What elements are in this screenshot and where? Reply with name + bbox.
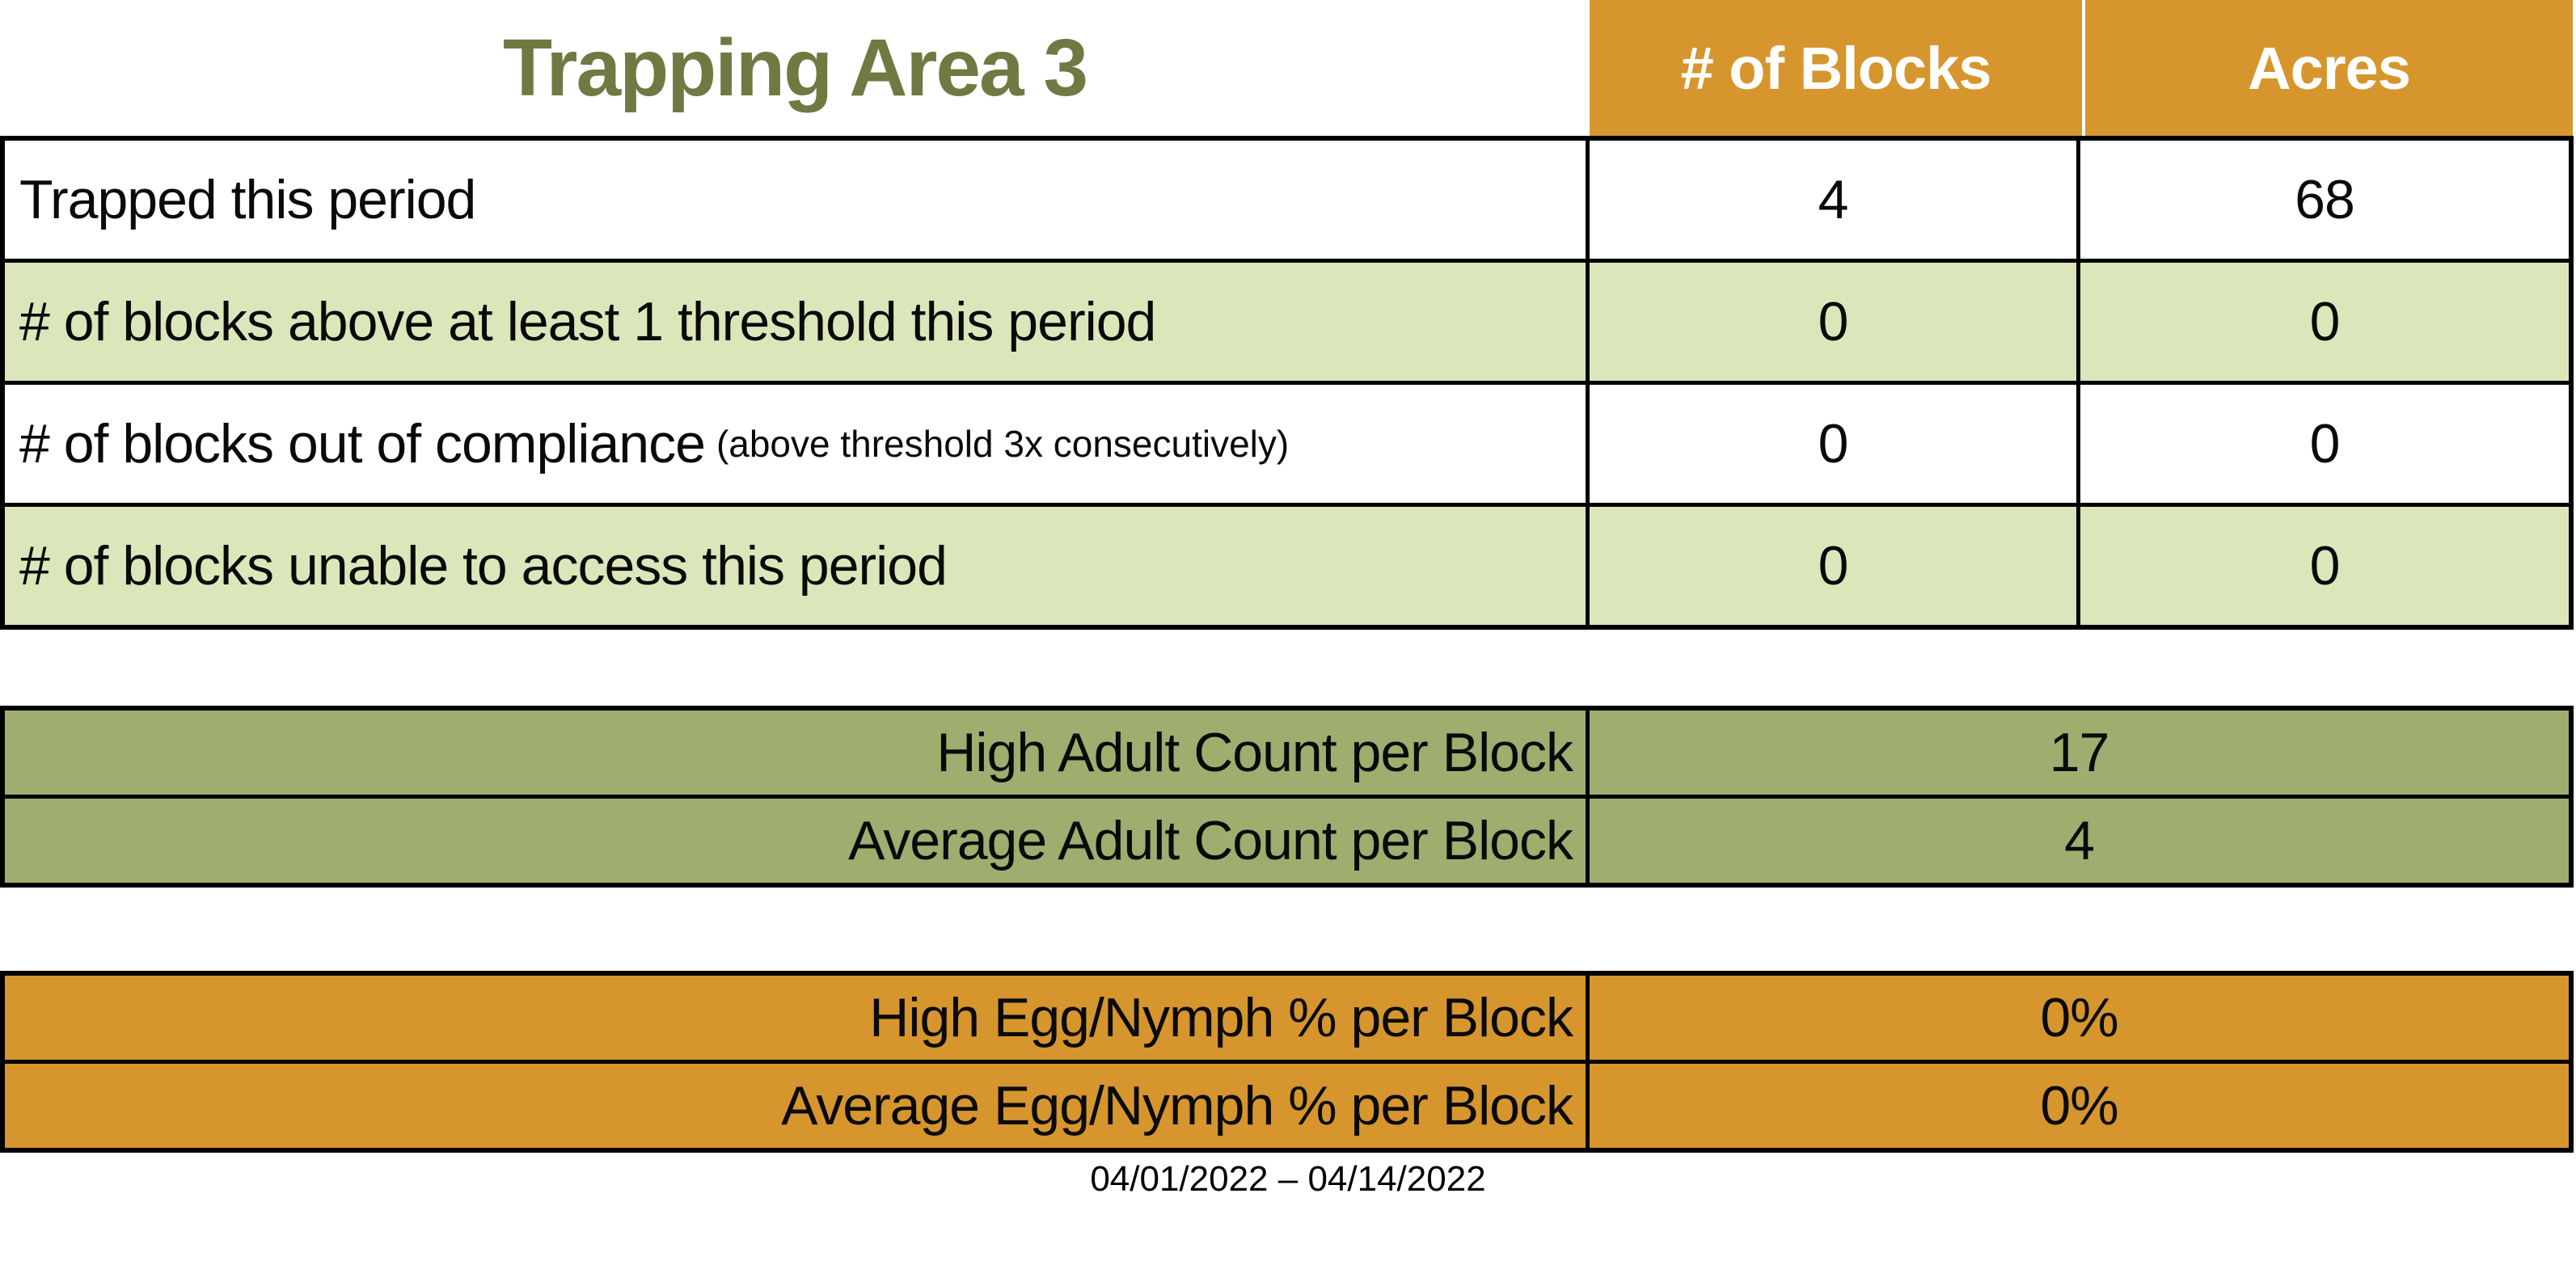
blocks-value: 0	[1590, 507, 2080, 625]
blocks-value: 4	[1590, 141, 2080, 259]
row-label: Average Egg/Nymph % per Block	[5, 1064, 1590, 1148]
row-label: Trapped this period	[5, 141, 1590, 259]
row-label: # of blocks unable to access this period	[5, 507, 1590, 625]
row-label-note: (above threshold 3x consecutively)	[716, 423, 1290, 465]
date-range-area: 04/01/2022 – 04/14/2022	[0, 1159, 2576, 1200]
adult-count-table: High Adult Count per Block 17 Average Ad…	[0, 706, 2574, 888]
acres-value: 0	[2309, 535, 2341, 597]
summary-table: Trapped this period 4 68 # of blocks abo…	[0, 136, 2574, 630]
table-row: Average Adult Count per Block 4	[5, 795, 2569, 883]
table-row: # of blocks above at least 1 threshold t…	[5, 259, 2569, 381]
row-label: High Egg/Nymph % per Block	[5, 976, 1590, 1060]
column-header-blocks: # of Blocks	[1590, 0, 2082, 136]
row-value: 4	[2064, 810, 2095, 871]
row-value: 0%	[2040, 1075, 2118, 1137]
blocks-value: 0	[1590, 263, 2080, 381]
column-header-acres-label: Acres	[2248, 34, 2411, 102]
table-row: Average Egg/Nymph % per Block 0%	[5, 1060, 2569, 1148]
row-label-text: # of blocks out of compliance	[19, 413, 706, 474]
row-label: # of blocks out of compliance (above thr…	[5, 385, 1590, 503]
row-label-text: # of blocks unable to access this period	[19, 535, 948, 597]
acres-value: 0	[2309, 291, 2341, 352]
table-row: # of blocks unable to access this period…	[5, 503, 2569, 625]
row-label-text: Trapped this period	[19, 169, 476, 230]
table-row: Trapped this period 4 68	[5, 141, 2569, 259]
row-label: High Adult Count per Block	[5, 711, 1590, 795]
row-label-text: # of blocks above at least 1 threshold t…	[19, 291, 1156, 352]
acres-value: 0	[2309, 413, 2341, 474]
egg-nymph-table: High Egg/Nymph % per Block 0% Average Eg…	[0, 971, 2574, 1153]
row-value: 0%	[2040, 987, 2118, 1048]
table-row: # of blocks out of compliance (above thr…	[5, 381, 2569, 503]
table-row: High Adult Count per Block 17	[5, 711, 2569, 795]
row-value: 17	[2049, 722, 2110, 783]
column-header-blocks-label: # of Blocks	[1680, 34, 1992, 102]
page-title: Trapping Area 3	[502, 22, 1088, 113]
row-label: Average Adult Count per Block	[5, 799, 1590, 883]
blocks-value: 0	[1590, 385, 2080, 503]
column-header-acres: Acres	[2085, 0, 2573, 136]
acres-value: 68	[2295, 169, 2355, 230]
row-label: # of blocks above at least 1 threshold t…	[5, 263, 1590, 381]
report-title-area: Trapping Area 3	[0, 0, 1590, 136]
table-row: High Egg/Nymph % per Block 0%	[5, 976, 2569, 1060]
date-range: 04/01/2022 – 04/14/2022	[1090, 1159, 1486, 1199]
